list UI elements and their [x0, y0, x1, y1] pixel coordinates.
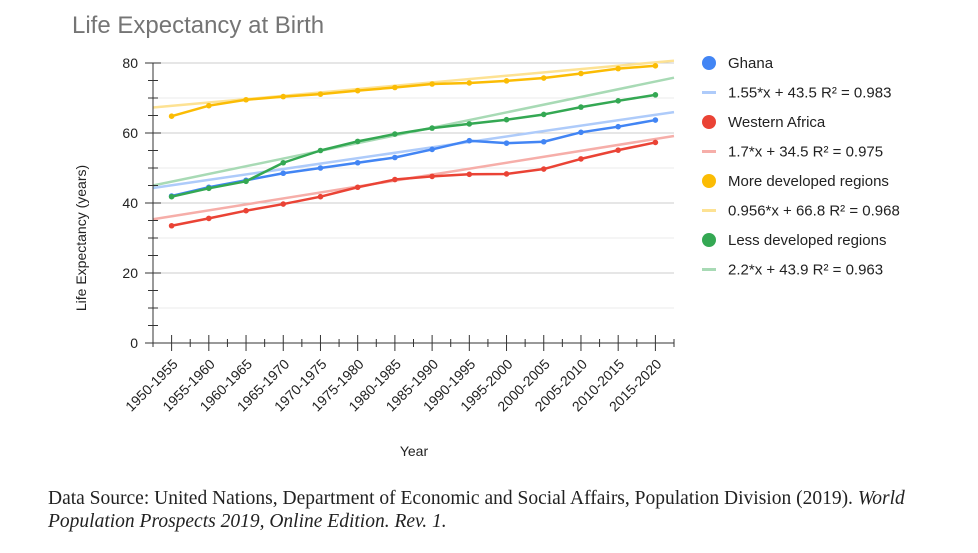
data-point [280, 170, 287, 177]
data-source-text: Data Source: United Nations, Department … [48, 488, 858, 509]
y-tick-label: 60 [122, 125, 138, 141]
legend-label: Less developed regions [728, 232, 886, 249]
series-line [171, 141, 656, 227]
data-point [317, 193, 324, 200]
data-point [168, 113, 175, 119]
data-point [503, 116, 510, 123]
data-point [466, 121, 473, 127]
trendline [152, 110, 675, 190]
y-axis-title: Life Expectancy (years) [73, 165, 89, 311]
legend-trendline-label: 1.7*x + 34.5 R² = 0.975 [728, 144, 883, 161]
data-point [429, 81, 435, 87]
data-point [503, 171, 510, 177]
data-point [578, 70, 584, 77]
data-point [354, 159, 361, 166]
data-point [540, 111, 547, 118]
data-point [243, 207, 249, 214]
trendline [152, 59, 675, 109]
data-point [578, 104, 584, 110]
data-point [392, 84, 398, 91]
data-point [429, 125, 435, 131]
data-point [540, 75, 547, 81]
chart-title: Life Expectancy at Birth [72, 12, 324, 39]
legend-trendline-label: 0.956*x + 66.8 R² = 0.968 [728, 203, 900, 220]
data-point [652, 117, 659, 123]
y-tick-label: 0 [130, 335, 138, 351]
data-point [317, 91, 324, 97]
data-point [280, 93, 287, 100]
data-point [429, 173, 435, 180]
data-point [615, 147, 621, 153]
data-point [392, 176, 398, 183]
y-tick-label: 20 [122, 265, 138, 281]
data-point [540, 166, 547, 172]
data-point [466, 80, 473, 86]
data-point [392, 154, 398, 161]
y-tick-label: 40 [122, 195, 138, 211]
y-tick-label: 80 [122, 55, 138, 71]
data-point [652, 92, 659, 98]
data-point [280, 201, 287, 207]
data-point [652, 139, 659, 146]
data-point [317, 165, 324, 171]
legend-marker [702, 115, 716, 129]
data-point [354, 184, 361, 191]
data-point [615, 65, 621, 72]
data-point [578, 156, 584, 162]
data-point [503, 140, 510, 146]
data-point [206, 185, 212, 192]
data-point [206, 102, 212, 109]
legend-marker [702, 233, 716, 247]
legend-label: More developed regions [728, 173, 889, 190]
data-point [317, 147, 324, 154]
data-point [652, 63, 659, 69]
data-point [466, 171, 473, 178]
series-line [171, 93, 656, 198]
legend-label: Western Africa [728, 114, 826, 131]
legend-marker [702, 56, 716, 70]
legend-marker [702, 174, 716, 188]
data-point [354, 138, 361, 145]
data-point [429, 146, 435, 153]
data-point [243, 96, 249, 103]
data-source-note: Data Source: United Nations, Department … [48, 487, 948, 533]
data-point [280, 159, 287, 166]
data-point [392, 131, 398, 137]
data-point [615, 123, 621, 130]
data-point [615, 98, 621, 104]
data-source-publication: World Population Prospects 2019, Online … [48, 488, 905, 532]
x-axis-title: Year [400, 443, 429, 459]
legend-label: Ghana [728, 55, 774, 72]
data-point [540, 138, 547, 145]
data-point [466, 137, 473, 144]
series-line [171, 64, 656, 118]
data-point [354, 87, 361, 94]
data-point [578, 129, 584, 136]
data-point [243, 178, 249, 185]
legend-trendline-label: 2.2*x + 43.9 R² = 0.963 [728, 262, 883, 279]
data-point [168, 193, 175, 200]
data-point [206, 215, 212, 222]
legend-trendline-label: 1.55*x + 43.5 R² = 0.983 [728, 85, 891, 102]
data-point [168, 222, 175, 229]
data-point [503, 78, 510, 84]
